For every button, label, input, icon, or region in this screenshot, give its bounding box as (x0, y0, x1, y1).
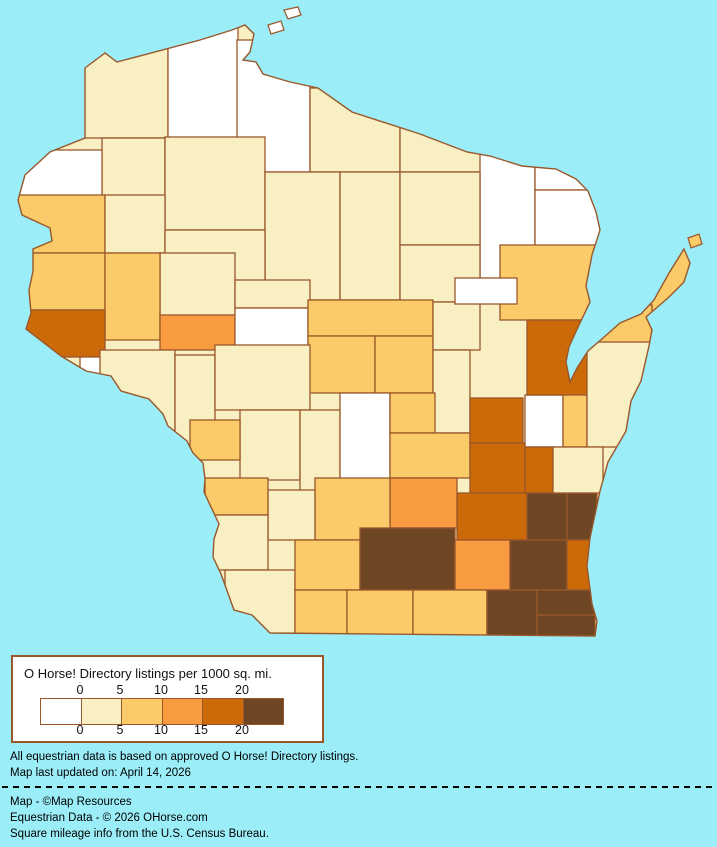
legend-ticks-bottom: 0 5 10 15 20 (13, 723, 322, 737)
legend-tick-label: 5 (116, 723, 124, 737)
island-shape (267, 20, 285, 35)
footnote-data-source: All equestrian data is based on approved… (10, 751, 359, 763)
county-shape (562, 392, 588, 448)
legend-tick-label: 10 (154, 723, 168, 737)
county-shape (294, 539, 361, 591)
county-shape (524, 394, 564, 448)
county-shape (456, 492, 528, 541)
island-shape (687, 233, 703, 249)
legend-color-ramp (40, 698, 284, 725)
legend-swatch (122, 699, 163, 724)
legend-tick-label: 5 (116, 683, 124, 697)
legend-tick-label: 15 (194, 723, 208, 737)
county-shape (164, 136, 266, 231)
county-shape (346, 589, 414, 636)
legend-swatch (203, 699, 244, 724)
county-shape (399, 171, 481, 246)
county-shape (189, 419, 241, 461)
legend-title: O Horse! Directory listings per 1000 sq.… (24, 666, 272, 681)
county-shape (104, 252, 161, 341)
county-shape (536, 589, 596, 616)
county-shape (536, 614, 596, 636)
footnote-last-updated: Map last updated on: April 14, 2026 (10, 767, 191, 779)
legend-swatch (243, 699, 283, 724)
county-shape (374, 335, 434, 394)
legend-ticks-top: 0 5 10 15 20 (13, 683, 322, 697)
legend-swatch (162, 699, 203, 724)
county-shape (454, 539, 511, 591)
legend-swatch (41, 699, 82, 724)
county-shape (389, 392, 436, 434)
county-shape (432, 301, 481, 351)
county-shape (307, 299, 434, 337)
legend-tick-label: 20 (235, 683, 249, 697)
county-shape (104, 194, 166, 254)
county-shape (234, 279, 311, 309)
county-shape (359, 527, 456, 591)
county-shape (214, 344, 311, 411)
county-shape (524, 446, 554, 494)
legend-box: O Horse! Directory listings per 1000 sq.… (11, 655, 324, 743)
county-shape (239, 409, 301, 481)
legend-tick-label: 0 (76, 723, 84, 737)
county-shape (469, 397, 524, 444)
legend-tick-label: 0 (76, 683, 84, 697)
legend-swatch (81, 699, 122, 724)
county-shape (307, 335, 376, 394)
legend-tick-label: 15 (194, 683, 208, 697)
county-shape (526, 492, 568, 541)
dashed-divider (2, 786, 715, 788)
county-shape (486, 589, 538, 636)
legend-tick-label: 10 (154, 683, 168, 697)
county-shape (204, 477, 269, 516)
credit-census-bureau: Square mileage info from the U.S. Census… (10, 828, 269, 840)
county-shape (509, 539, 568, 591)
county-shape (469, 442, 526, 494)
credit-map-resources: Map - ©Map Resources (10, 796, 132, 808)
county-shape (339, 171, 401, 301)
county-shape (267, 489, 316, 541)
county-shape (552, 446, 604, 494)
county-shape (389, 432, 471, 479)
county-shape (432, 349, 471, 434)
legend-tick-label: 20 (235, 723, 249, 737)
county-shape (454, 277, 518, 305)
county-shape (159, 314, 236, 351)
county-shape (389, 477, 458, 529)
county-shape (294, 589, 348, 636)
island-shape (283, 6, 302, 20)
county-shape (412, 589, 488, 636)
state-outline (17, 24, 691, 637)
credit-equestrian-data: Equestrian Data - © 2026 OHorse.com (10, 812, 208, 824)
